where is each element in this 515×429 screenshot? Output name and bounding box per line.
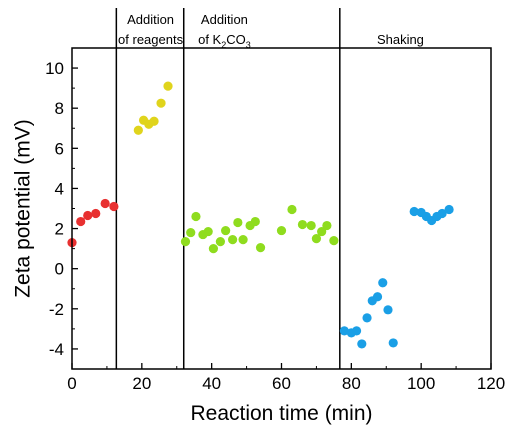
y-tick-label: 6 xyxy=(55,139,64,158)
x-tick-label: 20 xyxy=(132,374,151,393)
y-tick-label: -4 xyxy=(49,340,64,359)
data-point-series-4 xyxy=(351,326,362,336)
x-tick-label: 120 xyxy=(477,374,505,393)
data-point-series-3 xyxy=(255,243,266,253)
y-tick-label: 4 xyxy=(55,179,64,198)
annotation-k2co3-mid: CO xyxy=(226,32,246,47)
plot-frame xyxy=(71,47,492,370)
tick-labels: 0 20 40 60 80 100 120 -4 -2 0 2 4 6 8 10 xyxy=(45,59,505,393)
data-point-series-3 xyxy=(191,211,201,222)
data-point-series-4 xyxy=(372,292,383,302)
data-point-series-1 xyxy=(91,208,101,219)
data-point-series-2 xyxy=(133,125,143,135)
data-point-series-3 xyxy=(186,227,196,238)
x-tick-label: 80 xyxy=(342,374,361,393)
data-point-series-3 xyxy=(306,220,316,231)
data-point-series-3 xyxy=(228,234,238,245)
data-points xyxy=(67,81,454,349)
data-point-series-1 xyxy=(100,198,110,209)
annotation-k2co3-sub2: 3 xyxy=(246,40,251,50)
data-point-series-3 xyxy=(180,237,191,247)
data-point-series-3 xyxy=(238,234,248,245)
data-point-series-2 xyxy=(163,81,173,91)
phase-boundary-lines xyxy=(115,8,341,369)
data-point-series-4 xyxy=(383,305,393,315)
annotation-k2co3-line2: of K2CO3 xyxy=(198,32,251,50)
data-point-series-4 xyxy=(444,204,454,215)
x-tick-label: 40 xyxy=(202,374,221,393)
y-tick-label: 8 xyxy=(55,99,64,118)
data-point-series-3 xyxy=(311,233,322,244)
data-point-series-3 xyxy=(208,244,219,254)
y-tick-label: -2 xyxy=(49,300,64,319)
data-point-series-3 xyxy=(221,225,231,236)
data-point-series-4 xyxy=(388,338,398,348)
annotation-k2co3-sub1: 2 xyxy=(221,40,226,50)
data-point-series-3 xyxy=(276,225,287,236)
data-point-series-3 xyxy=(233,217,243,228)
data-point-series-4 xyxy=(378,278,388,288)
annotation-reagents-line2: of reagents xyxy=(118,32,184,47)
data-point-series-4 xyxy=(339,326,349,336)
annotation-shaking: Shaking xyxy=(377,32,424,47)
y-tick-label: 2 xyxy=(55,220,64,239)
y-tick-label: 0 xyxy=(55,260,64,279)
data-point-series-1 xyxy=(76,216,86,227)
data-point-series-4 xyxy=(357,339,367,349)
x-tick-label: 0 xyxy=(67,374,76,393)
data-point-series-4 xyxy=(437,208,447,219)
annotation-k2co3-prefix: of K xyxy=(198,32,221,47)
data-point-series-2 xyxy=(156,98,166,108)
annotation-k2co3-line1: Addition xyxy=(201,12,248,27)
data-point-series-1 xyxy=(83,210,93,221)
x-tick-label: 100 xyxy=(407,374,435,393)
data-point-series-1 xyxy=(109,201,119,212)
data-point-series-3 xyxy=(250,216,260,227)
data-point-series-3 xyxy=(297,219,308,230)
x-axis-title: Reaction time (min) xyxy=(190,402,372,425)
annotation-reagents-line1: Addition xyxy=(127,12,174,27)
phase-annotations: Addition of reagents Addition of K2CO3 S… xyxy=(118,12,424,50)
data-point-series-3 xyxy=(203,226,213,237)
x-tick-label: 60 xyxy=(272,374,291,393)
data-point-series-3 xyxy=(317,226,327,237)
data-point-series-4 xyxy=(362,313,372,323)
data-point-series-2 xyxy=(149,116,159,126)
data-point-series-3 xyxy=(329,236,339,246)
data-point-series-3 xyxy=(287,204,297,215)
data-point-series-3 xyxy=(322,220,332,231)
y-tick-label: 10 xyxy=(45,59,64,78)
data-point-series-4 xyxy=(409,206,419,217)
y-axis-title: Zeta potential (mV) xyxy=(11,119,34,298)
data-point-series-3 xyxy=(215,237,225,247)
